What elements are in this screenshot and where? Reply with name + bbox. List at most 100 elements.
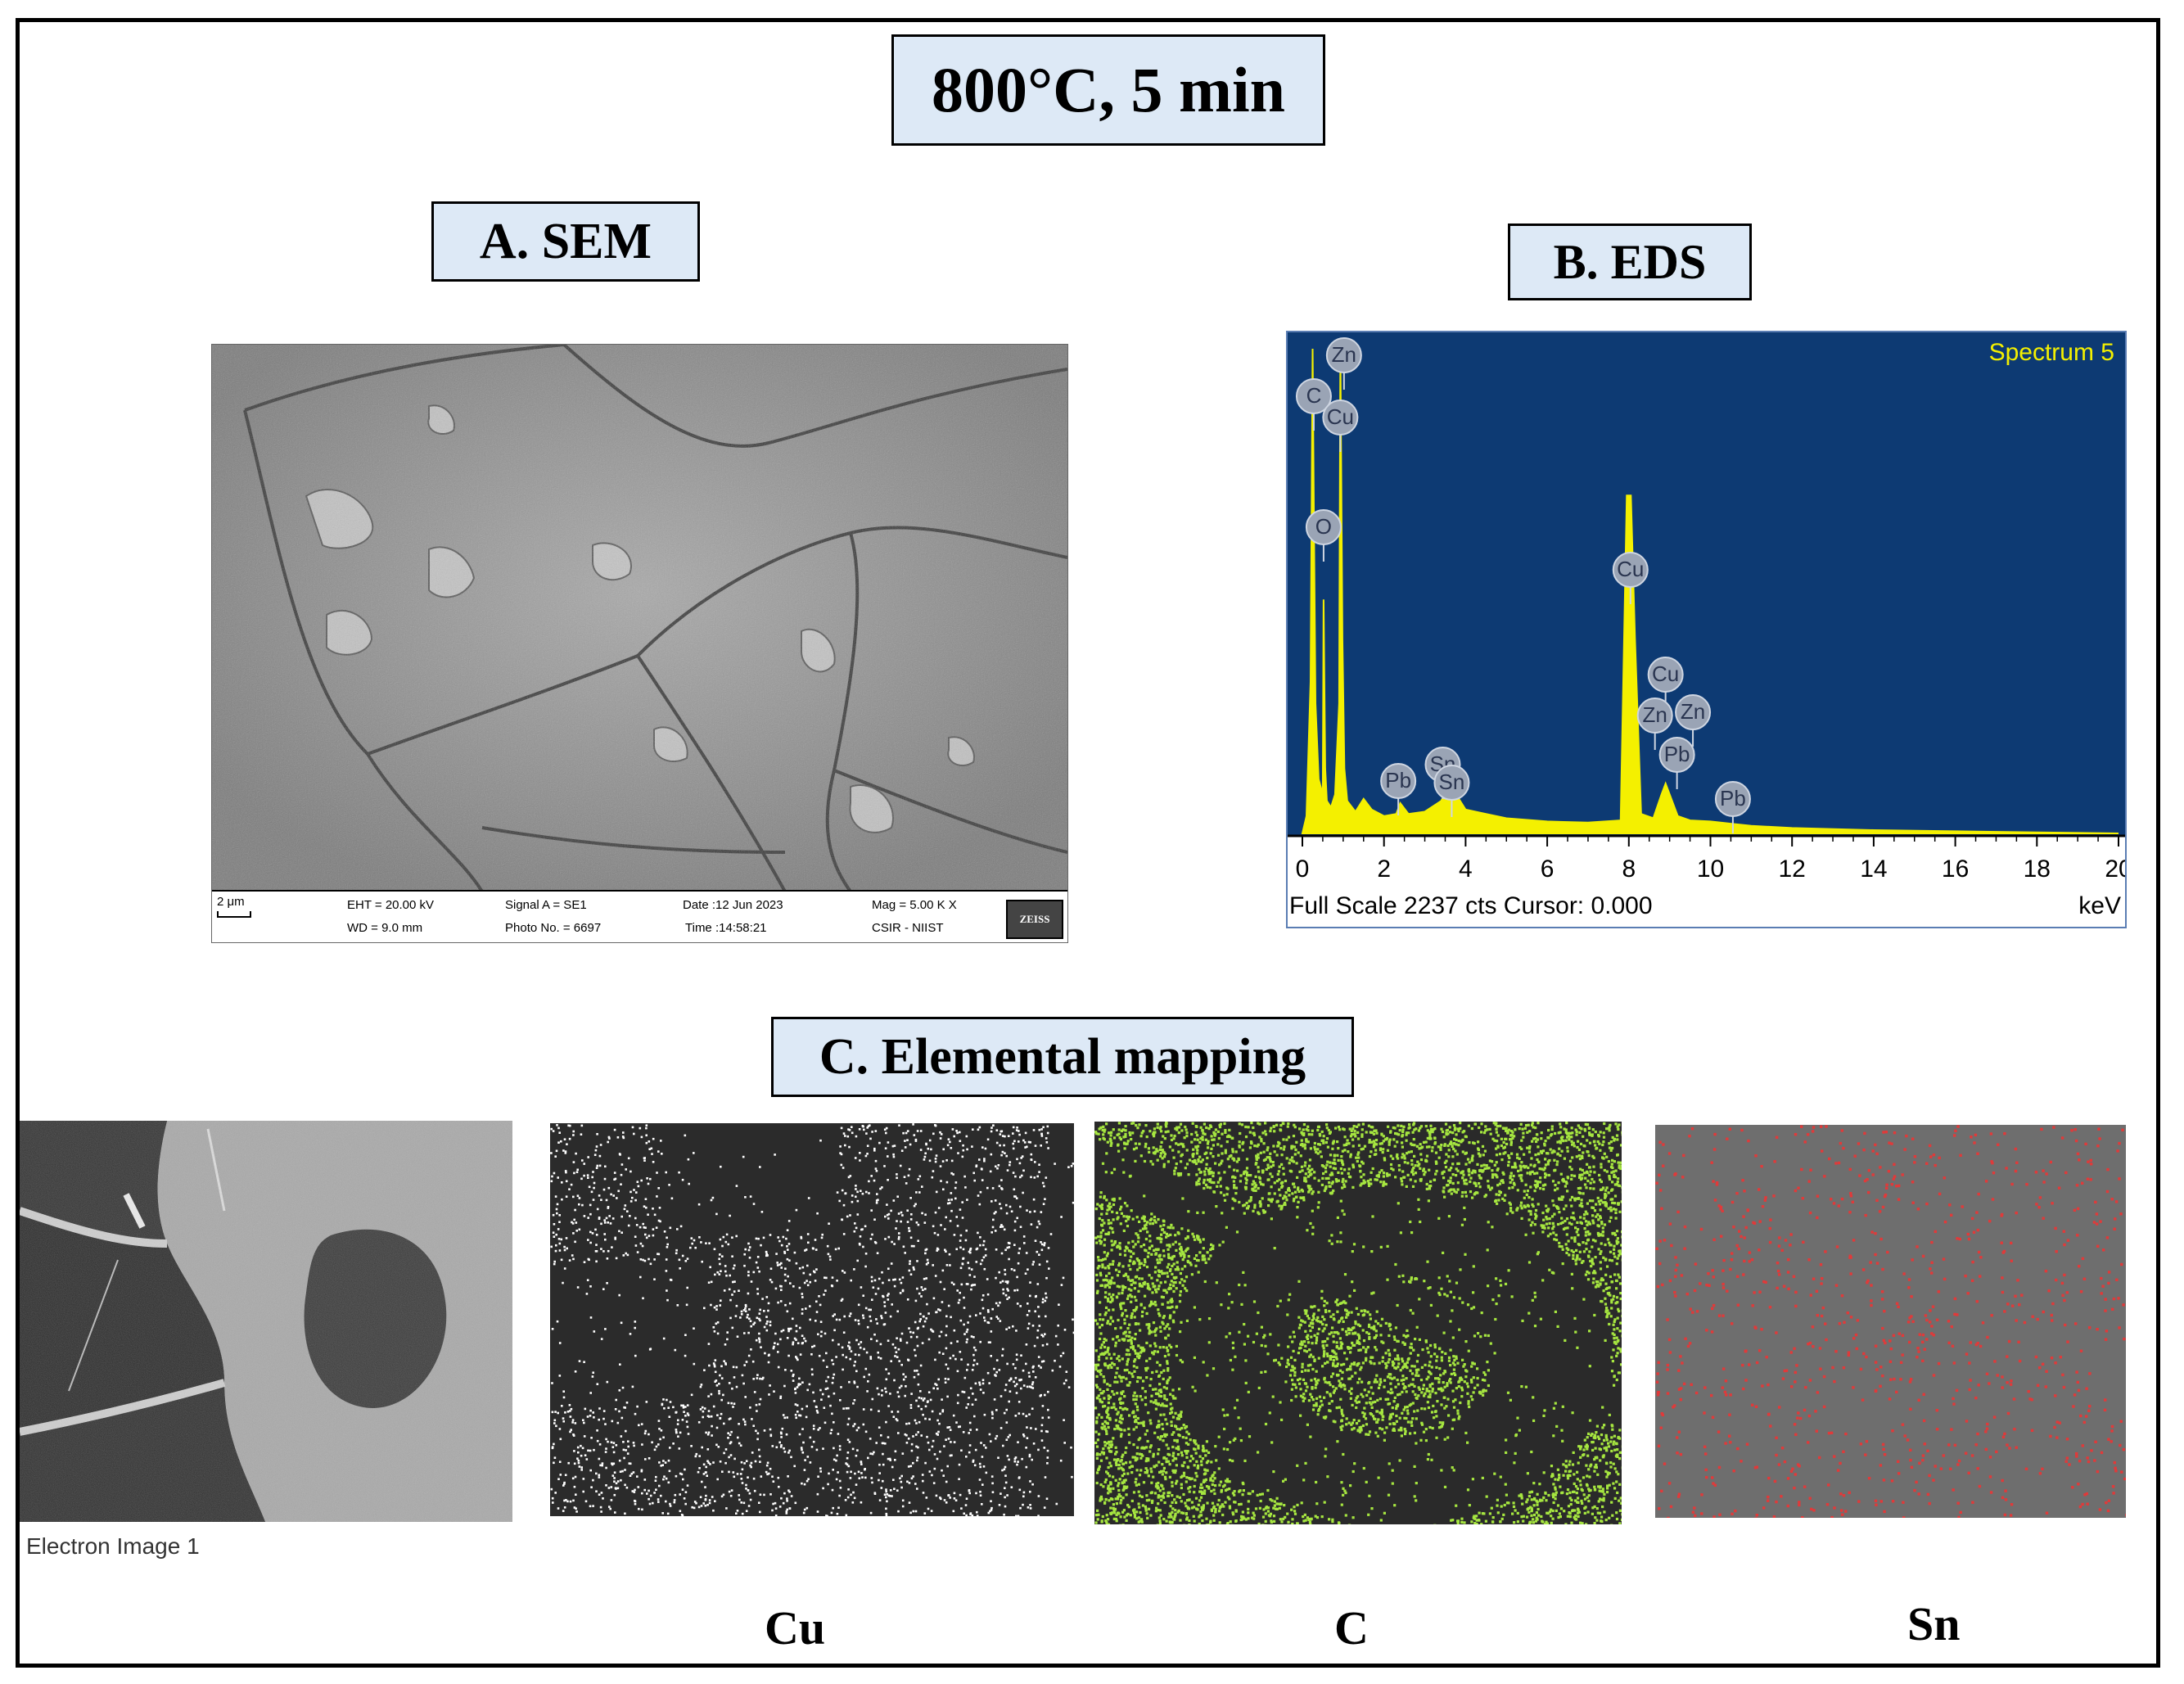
map-dot [1403,1343,1406,1346]
map-dot [1361,1147,1365,1150]
map-dot [1135,1257,1139,1261]
map-dot [850,1493,852,1497]
map-dot [710,1393,713,1396]
map-dot [978,1158,981,1161]
map-dot [1104,1311,1108,1315]
map-dot [1152,1151,1155,1154]
map-dot [1302,1515,1305,1519]
map-dot [1245,1167,1249,1170]
map-dot [1016,1289,1019,1292]
map-dot [1118,1136,1121,1140]
map-dot [595,1145,598,1148]
map-dot [1564,1460,1568,1463]
map-dot [908,1501,911,1504]
map-dot [574,1422,577,1424]
map-dot [1104,1232,1108,1235]
map-dot [1112,1393,1116,1396]
map-dot [870,1209,873,1212]
map-dot [1366,1180,1370,1183]
map-dot [1324,1361,1327,1365]
map-dot [1221,1240,1225,1244]
map-dot [1247,1492,1250,1495]
map-dot [1535,1215,1538,1218]
map-dot [639,1226,642,1229]
map-dot [843,1271,846,1274]
map-dot [1099,1332,1103,1335]
map-dot [1205,1485,1209,1488]
map-dot [769,1279,772,1281]
map-dot [877,1351,879,1354]
map-dot [824,1276,826,1279]
map-dot [657,1219,661,1222]
map-dot [780,1330,783,1333]
map-dot [783,1451,787,1453]
map-dot [1327,1128,1330,1132]
map-dot [615,1398,617,1402]
map-dot [1020,1387,1022,1390]
map-dot [813,1344,816,1348]
map-dot [614,1236,616,1239]
map-dot [857,1426,860,1429]
map-dot [1335,1364,1338,1367]
map-dot [1045,1141,1049,1144]
map-dot [1340,1377,1343,1380]
map-dot [1009,1390,1012,1393]
map-dot [684,1491,688,1493]
map-dot [1047,1147,1049,1149]
map-dot [1356,1137,1360,1140]
map-dot [571,1421,574,1424]
map-dot [1293,1153,1297,1156]
map-dot [1203,1178,1206,1181]
map-dot [959,1140,962,1142]
map-dot [1314,1515,1317,1518]
map-dot [1217,1172,1221,1175]
map-dot [1361,1395,1365,1398]
map-dot [1015,1383,1018,1386]
map-dot [1034,1161,1036,1163]
map-dot [742,1501,746,1505]
map-dot [962,1257,964,1260]
map-dot [1045,1497,1049,1500]
map-dot [1261,1197,1264,1200]
map-dot [1029,1141,1031,1144]
map-dot [1470,1126,1473,1131]
map-dot [1473,1182,1478,1185]
eds-x-tick-label: 2 [1377,856,1391,883]
map-dot [913,1204,916,1208]
map-dot [1290,1398,1293,1402]
map-dot [605,1466,607,1470]
map-dot [1159,1514,1162,1517]
map-dot [620,1231,623,1234]
map-dot [612,1462,616,1465]
map-dot [1173,1134,1176,1138]
map-dot [1136,1446,1139,1449]
map-dot [1176,1445,1180,1448]
map-dot [652,1228,655,1230]
eds-peak-label: Zn [1325,337,1362,390]
map-dot [851,1501,855,1504]
map-dot [557,1238,561,1240]
map-dot [1374,1320,1378,1323]
map-dot [882,1479,884,1483]
map-dot [1072,1331,1074,1334]
map-dot [1394,1131,1397,1135]
map-dot [940,1224,942,1226]
map-dot [752,1271,756,1274]
map-dot [905,1433,908,1437]
map-dot [925,1263,928,1266]
map-dot [1545,1499,1548,1502]
map-dot [901,1214,904,1217]
map-dot [1302,1393,1306,1396]
map-dot [1019,1205,1022,1208]
map-dot [821,1393,824,1396]
map-dot [1210,1147,1213,1150]
map-dot [1103,1420,1107,1424]
map-dot [1324,1176,1328,1181]
map-dot [1100,1497,1103,1501]
map-dot [1290,1508,1293,1511]
map-dot [1100,1258,1103,1262]
map-dot [1238,1283,1241,1287]
map-dot [1606,1484,1609,1488]
map-dot [743,1364,746,1366]
map-dot [1098,1127,1101,1131]
